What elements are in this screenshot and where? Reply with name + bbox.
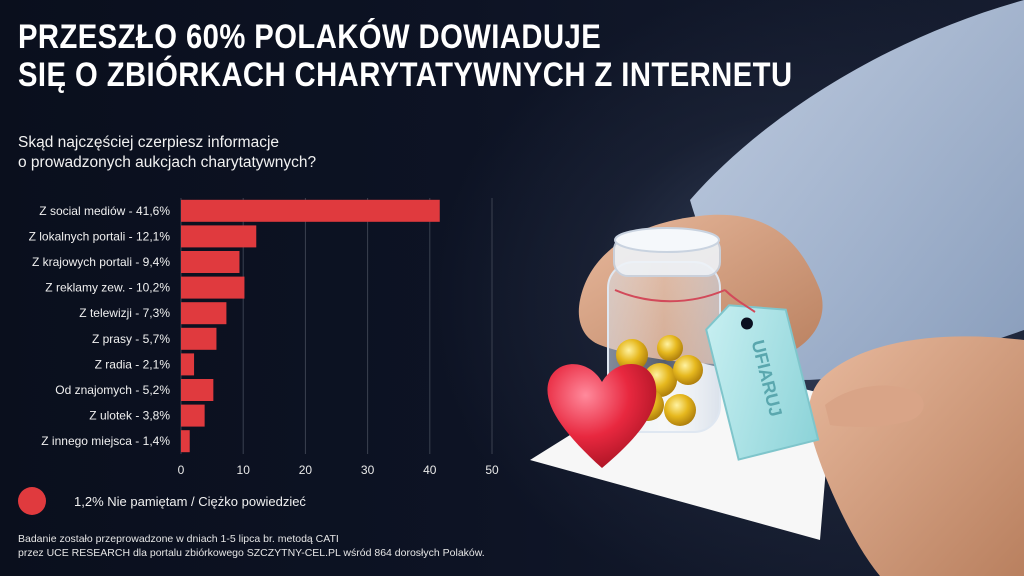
x-tick-label: 10	[237, 463, 251, 477]
hand-bottom	[808, 336, 1024, 576]
bar	[181, 199, 440, 222]
category-label: Z prasy - 5,7%	[92, 332, 170, 346]
bar	[181, 251, 240, 273]
footnote-line-1: Badanie zostało przeprowadzone w dniach …	[18, 533, 339, 545]
category-label: Z social mediów - 41,6%	[39, 204, 170, 218]
bar-chart: 0 10 20 30 40 50 Z social mediów - 41,6% Z loka…	[29, 198, 499, 477]
bar	[181, 225, 257, 248]
x-tick-label: 40	[423, 463, 437, 477]
category-label: Z telewizji - 7,3%	[79, 306, 170, 320]
charity-jar-illustration: UFIARUJ	[530, 0, 1024, 576]
bar	[181, 302, 227, 325]
footnote-line-2: przez UCE RESEARCH dla portalu zbiórkowe…	[18, 547, 485, 559]
bar	[181, 327, 217, 350]
title-line-1: PRZESZŁO 60% POLAKÓW DOWIADUJE	[18, 18, 602, 56]
bar	[181, 430, 190, 453]
thumb	[825, 385, 924, 427]
footnote: Badanie zostało przeprowadzone w dniach …	[18, 532, 485, 560]
bar	[181, 276, 245, 299]
x-tick-label: 30	[361, 463, 375, 477]
bar	[181, 353, 195, 376]
x-tick-label: 0	[178, 463, 185, 477]
legend: 1,2% Nie pamiętam / Ciężko powiedzieć	[18, 487, 306, 515]
bar	[181, 379, 214, 401]
category-label: Z ulotek - 3,8%	[89, 409, 170, 423]
question-line-2: o prowadzonych aukcjach charytatywnych?	[18, 154, 317, 171]
category-label: Od znajomych - 5,2%	[55, 383, 170, 397]
survey-question: Skąd najczęściej czerpiesz informacje o …	[18, 133, 316, 173]
gift-tag: UFIARUJ	[705, 304, 820, 461]
category-label: Z krajowych portali - 9,4%	[32, 255, 170, 269]
question-line-1: Skąd najczęściej czerpiesz informacje	[18, 134, 280, 151]
category-label: Z radia - 2,1%	[95, 357, 171, 371]
bar	[181, 404, 205, 427]
x-tick-label: 50	[485, 463, 499, 477]
category-label: Z reklamy zew. - 10,2%	[45, 281, 170, 295]
category-label: Z lokalnych portali - 12,1%	[29, 229, 171, 243]
category-label: Z innego miejsca - 1,4%	[41, 434, 170, 448]
legend-dot	[18, 487, 46, 515]
tag-string	[724, 289, 756, 313]
x-tick-label: 20	[299, 463, 313, 477]
heart-icon	[547, 364, 657, 468]
legend-label: 1,2% Nie pamiętam / Ciężko powiedzieć	[74, 493, 306, 509]
